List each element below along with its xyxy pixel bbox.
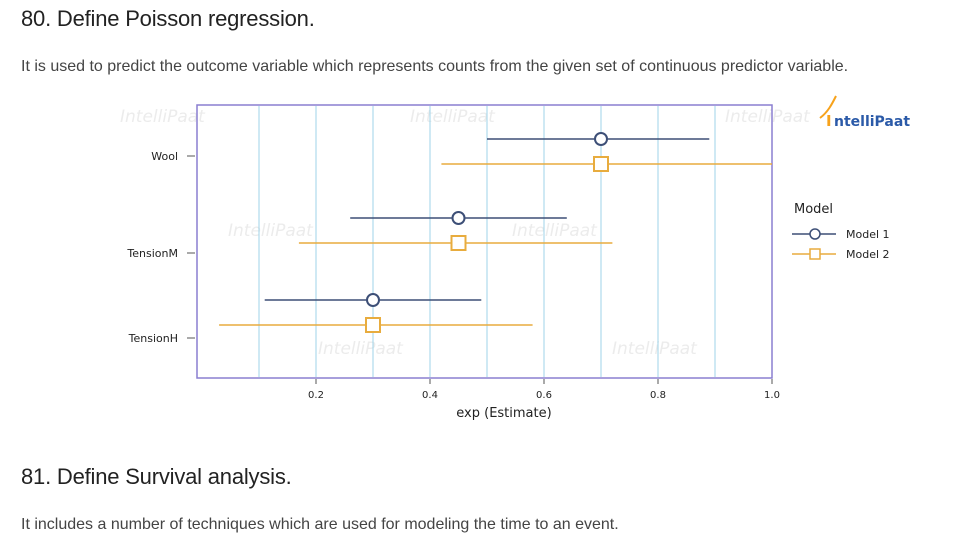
plot-frame — [196, 104, 773, 379]
logo-text: ntelliPaat — [834, 114, 910, 130]
estimate-point-model1-tensionm — [451, 211, 466, 225]
brand-logo: I ntelliPaat — [819, 95, 910, 130]
watermark-4: IntelliPaat — [512, 221, 598, 241]
watermark-0: IntelliPaat — [120, 107, 206, 127]
watermark-6: IntelliPaat — [612, 339, 698, 359]
x-tick-label-4: 1.0 — [764, 390, 780, 401]
x-tick-label-0: 0.2 — [308, 390, 324, 401]
estimate-point-model1-wool — [594, 132, 608, 146]
section-text-survival: It includes a number of techniques which… — [21, 516, 619, 533]
section-heading-poisson: 80. Define Poisson regression. — [21, 6, 315, 31]
legend-label-model1: Model 1 — [846, 228, 890, 241]
estimate-point-model2-wool — [593, 156, 609, 172]
legend: Model Model 1 Model 2 — [792, 202, 890, 261]
watermark-2: IntelliPaat — [725, 107, 811, 127]
watermark-3: IntelliPaat — [228, 221, 314, 241]
x-tick-label-3: 0.8 — [650, 390, 666, 401]
watermark-5: IntelliPaat — [318, 339, 404, 359]
estimate-point-model2-tensionm — [450, 235, 467, 251]
section-text-poisson: It is used to predict the outcome variab… — [21, 58, 849, 75]
x-axis-ticks: 0.2 0.4 0.6 0.8 1.0 — [308, 379, 780, 401]
estimate-point-model2-tensionh — [365, 317, 381, 333]
logo-swoosh — [819, 95, 837, 119]
x-tick-label-1: 0.4 — [422, 390, 438, 401]
logo-initial: I — [826, 112, 832, 130]
section-heading-survival: 81. Define Survival analysis. — [21, 464, 292, 489]
watermark-1: IntelliPaat — [410, 107, 496, 127]
y-label-tensionh: TensionH — [128, 332, 178, 345]
x-axis-label: exp (Estimate) — [456, 406, 551, 421]
y-label-wool: Wool — [151, 150, 178, 163]
legend-marker-model1 — [809, 228, 821, 240]
legend-marker-model2 — [809, 248, 821, 260]
chart-marks — [219, 132, 772, 333]
watermarks: IntelliPaat IntelliPaat IntelliPaat Intelli… — [120, 107, 811, 359]
legend-label-model2: Model 2 — [846, 248, 890, 261]
estimate-point-model1-tensionh — [366, 293, 380, 307]
y-label-tensionm: TensionM — [126, 247, 178, 260]
y-axis-labels: Wool TensionM TensionH — [126, 150, 195, 345]
grid-lines — [258, 106, 773, 377]
legend-title: Model — [794, 202, 833, 217]
x-tick-label-2: 0.6 — [536, 390, 552, 401]
